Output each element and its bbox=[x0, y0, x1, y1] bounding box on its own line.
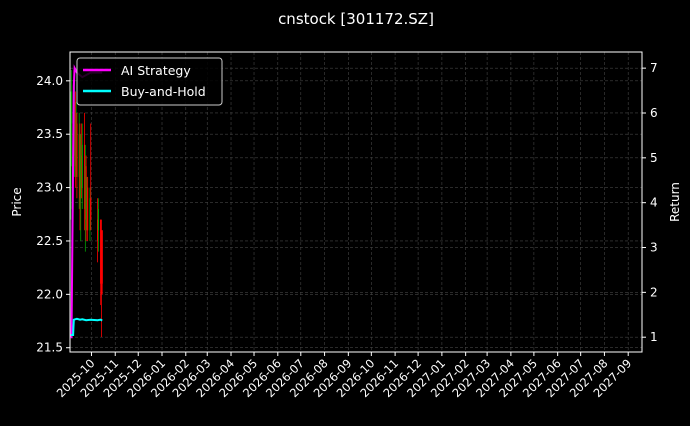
y-tick-label-right: 4 bbox=[650, 196, 658, 210]
y-axis-right-label: Return bbox=[668, 182, 682, 222]
y-tick-label-right: 1 bbox=[650, 330, 658, 344]
candle-body bbox=[87, 187, 89, 231]
y-tick-label-right: 3 bbox=[650, 241, 658, 255]
candle-body bbox=[76, 123, 78, 177]
plot-frame bbox=[69, 51, 643, 353]
candle-body bbox=[80, 155, 83, 188]
candle-body bbox=[100, 219, 102, 284]
candle-body bbox=[101, 230, 103, 284]
candle-body bbox=[74, 102, 76, 167]
legend-box bbox=[76, 57, 223, 106]
candle-body bbox=[90, 198, 92, 220]
candle-body bbox=[74, 102, 76, 135]
candle-body bbox=[75, 123, 77, 167]
y-tick-label-left: 23.5 bbox=[36, 127, 63, 141]
candle-body bbox=[81, 144, 83, 188]
candle-body bbox=[80, 155, 82, 199]
candle-body bbox=[70, 123, 72, 209]
candle-body bbox=[85, 166, 87, 220]
candle-body bbox=[79, 134, 81, 199]
candle-body bbox=[100, 230, 103, 295]
legend-label-buyhold: Buy-and-Hold bbox=[121, 84, 206, 99]
candle-body bbox=[97, 219, 99, 241]
y-axis-left-label: Price bbox=[10, 187, 24, 216]
y-tick-label-right: 2 bbox=[650, 285, 658, 299]
candle-body bbox=[84, 166, 86, 209]
candles bbox=[70, 70, 103, 338]
y-tick-label-left: 22.0 bbox=[36, 287, 63, 301]
legend-label-strategy: AI Strategy bbox=[121, 63, 191, 78]
candle-body bbox=[97, 208, 99, 231]
candle-body bbox=[86, 187, 88, 220]
chart-title: cnstock [301172.SZ] bbox=[278, 10, 434, 28]
y-tick-label-right: 5 bbox=[650, 151, 658, 165]
candle-body bbox=[78, 134, 80, 177]
y-tick-label-right: 7 bbox=[650, 61, 658, 75]
y-tick-label-right: 6 bbox=[650, 106, 658, 120]
y-tick-label-left: 22.5 bbox=[36, 234, 63, 248]
candle-body bbox=[89, 198, 91, 231]
y-tick-label-left: 21.5 bbox=[36, 341, 63, 355]
candle-body bbox=[70, 91, 73, 124]
y-tick-label-left: 24.0 bbox=[36, 74, 63, 88]
candle-body bbox=[83, 144, 86, 209]
series-line-buyhold bbox=[70, 317, 103, 336]
legend: AI Strategy Buy-and-Hold bbox=[76, 57, 223, 106]
y-tick-label-left: 23.0 bbox=[36, 181, 63, 195]
